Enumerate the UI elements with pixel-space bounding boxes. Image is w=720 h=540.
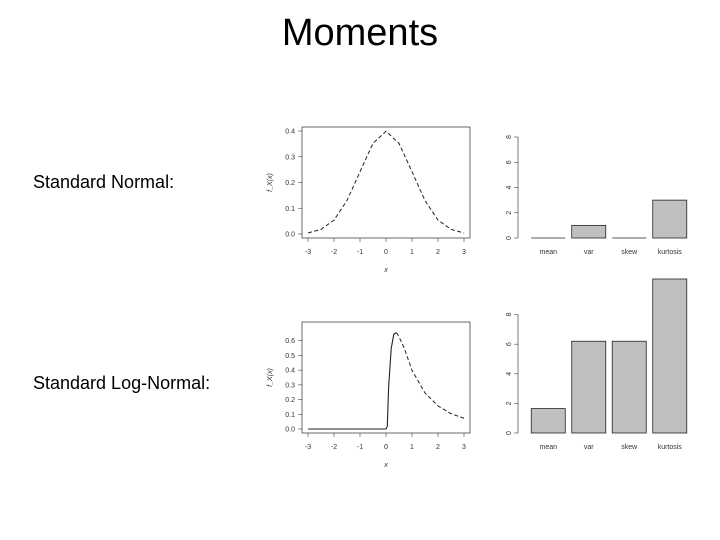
line-plot-frame-0 [301, 126, 471, 239]
bar-kurtosis [652, 278, 688, 434]
y-tick-label: 0 [506, 431, 513, 435]
bar-kurtosis [652, 199, 688, 239]
y-tick-label: 0.1 [285, 412, 295, 419]
y-tick-label: 4 [506, 185, 513, 189]
x-tick-label: 3 [462, 249, 466, 256]
x-tick-label: -2 [331, 444, 337, 451]
x-tick-label: -1 [357, 249, 363, 256]
row-label-normal: Standard Normal: [33, 172, 175, 192]
y-tick-label: 0.0 [285, 427, 295, 434]
series-line-solid [308, 332, 397, 430]
y-tick-label: 0.1 [285, 206, 295, 213]
y-tick-label: 8 [506, 313, 513, 317]
bar-category-label: var [584, 249, 594, 256]
bar-category-label: mean [539, 444, 557, 451]
x-tick-label: 0 [384, 444, 388, 451]
x-tick-label: 2 [436, 249, 440, 256]
bar-var [571, 224, 607, 239]
y-tick-label: 0 [506, 236, 513, 240]
bar-category-label: var [584, 444, 594, 451]
x-tick-label: 1 [410, 249, 414, 256]
x-axis-title: x [383, 462, 388, 469]
bar-category-label: skew [621, 444, 638, 451]
x-tick-label: -2 [331, 249, 337, 256]
x-tick-label: 2 [436, 444, 440, 451]
slide-title: Moments [281, 12, 439, 54]
y-tick-label: 8 [506, 135, 513, 139]
y-tick-label: 0.4 [285, 368, 295, 375]
y-axis-title: f_X(x) [267, 368, 274, 387]
bar-mean [530, 408, 566, 434]
series-line-dashed [395, 332, 465, 419]
y-tick-label: 0.3 [285, 154, 295, 161]
x-tick-label: -1 [357, 444, 363, 451]
y-tick-label: 6 [506, 342, 513, 346]
bar-skew [611, 340, 647, 434]
x-tick-label: 3 [462, 444, 466, 451]
y-tick-label: 0.0 [285, 232, 295, 239]
y-tick-label: 0.2 [285, 180, 295, 187]
y-tick-label: 0.6 [285, 338, 295, 345]
y-axis-title: f_X(x) [267, 173, 274, 192]
bar-category-label: skew [621, 249, 638, 256]
y-tick-label: 0.2 [285, 397, 295, 404]
x-tick-label: -3 [305, 249, 311, 256]
series-line [307, 130, 465, 234]
y-tick-label: 0.5 [285, 353, 295, 360]
x-tick-label: 0 [384, 249, 388, 256]
bar-category-label: kurtosis [658, 249, 683, 256]
y-tick-label: 4 [506, 372, 513, 376]
y-tick-label: 0.3 [285, 382, 295, 389]
bar-category-label: mean [539, 249, 557, 256]
y-tick-label: 2 [506, 211, 513, 215]
bar-category-label: kurtosis [658, 444, 683, 451]
x-axis-title: x [383, 267, 388, 274]
row-label-lognormal: Standard Log-Normal: [33, 373, 211, 393]
bar-var [571, 340, 607, 434]
y-tick-label: 0.4 [285, 129, 295, 136]
y-tick-label: 6 [506, 160, 513, 164]
x-tick-label: 1 [410, 444, 414, 451]
x-tick-label: -3 [305, 444, 311, 451]
y-tick-label: 2 [506, 401, 513, 405]
line-plot-frame-1 [301, 321, 471, 434]
